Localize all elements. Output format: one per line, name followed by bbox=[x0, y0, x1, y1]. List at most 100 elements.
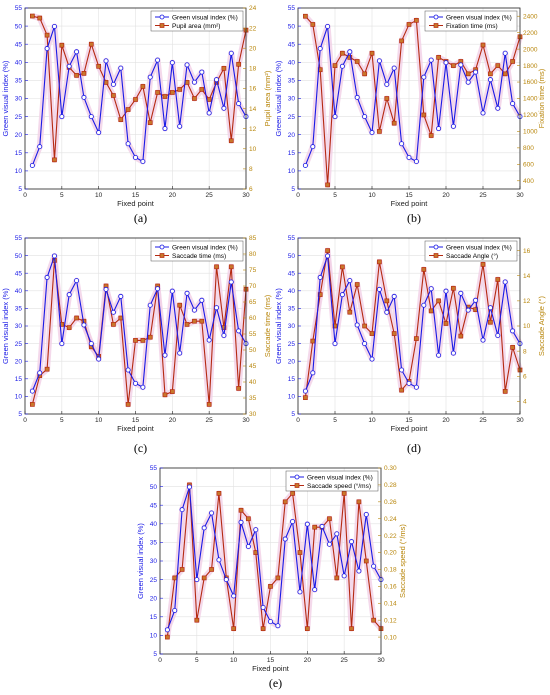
x-tick-label: 20 bbox=[304, 657, 312, 664]
y-tick-label-right: 14 bbox=[523, 273, 531, 280]
data-point-right bbox=[428, 308, 434, 314]
panel-label: (c) bbox=[134, 441, 147, 455]
legend-label-right: Fixation time (ms) bbox=[446, 23, 498, 30]
data-point-left bbox=[125, 141, 131, 147]
y-tick-label-right: 0.12 bbox=[384, 617, 397, 624]
data-point-right bbox=[125, 402, 131, 407]
data-point-left bbox=[354, 322, 360, 328]
y-tick-label-right: 22 bbox=[249, 25, 257, 32]
data-point-right bbox=[510, 59, 515, 64]
data-point-left bbox=[29, 162, 35, 168]
legend-marker-left bbox=[159, 244, 165, 250]
y-tick-label-right: 8 bbox=[249, 166, 253, 173]
legend: Green visual index (%) Pupil area (mm²) bbox=[150, 10, 244, 32]
data-point-right bbox=[155, 90, 160, 95]
data-point-right bbox=[96, 63, 102, 69]
x-tick-label: 5 bbox=[60, 192, 64, 199]
data-point-left bbox=[356, 568, 362, 574]
y-tick-label-right: 24 bbox=[249, 5, 257, 12]
y-tick-label-right: 1600 bbox=[523, 79, 538, 86]
data-point-right bbox=[103, 80, 109, 85]
data-point-right bbox=[133, 338, 138, 343]
data-point-left bbox=[317, 274, 323, 280]
series-line-left bbox=[31, 26, 247, 166]
legend: Green visual index (%) Fixation time (ms) bbox=[424, 10, 518, 32]
chart-panel-1: 0 5 10 15 20 25 305101520253035404550556810121… bbox=[1, 5, 272, 225]
y-tick-label-right: 35 bbox=[249, 395, 257, 402]
data-point-left bbox=[391, 65, 397, 71]
data-point-right bbox=[169, 389, 175, 394]
data-point-right bbox=[30, 13, 35, 19]
y-tick-label-right: 85 bbox=[249, 235, 257, 242]
series-line-right bbox=[304, 250, 521, 398]
data-point-right bbox=[236, 386, 241, 391]
x-axis-label: Fixed point bbox=[391, 199, 429, 208]
data-point-left bbox=[302, 162, 308, 168]
y-tick-label-right: 14 bbox=[249, 106, 257, 113]
data-point-left bbox=[140, 158, 146, 164]
data-point-left bbox=[44, 46, 50, 52]
y-tick-label-right: 0.26 bbox=[384, 499, 397, 506]
data-point-left bbox=[231, 593, 237, 599]
y-axis-label-left: Green visual index (%) bbox=[136, 523, 145, 599]
data-point-right bbox=[377, 259, 382, 265]
data-point-left bbox=[177, 123, 183, 129]
data-point-left bbox=[37, 144, 43, 150]
y-tick-label-right: 1000 bbox=[523, 129, 538, 136]
data-point-left bbox=[103, 58, 109, 64]
data-point-right bbox=[354, 282, 360, 287]
data-point-left bbox=[147, 302, 153, 308]
data-point-right bbox=[199, 318, 205, 324]
x-tick-label: 20 bbox=[442, 417, 450, 424]
y-tick-label-right: 800 bbox=[523, 145, 534, 152]
data-point-right bbox=[209, 567, 214, 572]
data-point-right bbox=[340, 264, 345, 270]
data-point-left bbox=[480, 110, 486, 116]
data-point-right bbox=[228, 138, 234, 144]
data-point-right bbox=[341, 491, 347, 496]
y-tick-label-right: 16 bbox=[249, 86, 257, 93]
data-point-right bbox=[172, 575, 178, 581]
data-point-right bbox=[495, 63, 501, 68]
data-point-left bbox=[369, 356, 375, 362]
data-point-left bbox=[88, 341, 94, 347]
data-point-left bbox=[260, 605, 266, 611]
data-point-right bbox=[347, 309, 353, 315]
data-point-left bbox=[236, 101, 242, 107]
data-point-right bbox=[303, 395, 308, 401]
data-point-right bbox=[363, 558, 369, 564]
chart-panel-4: 0 5 10 15 20 25 305101520253035404550554681012… bbox=[274, 235, 546, 455]
data-point-right bbox=[356, 499, 362, 505]
data-point-left bbox=[184, 62, 190, 68]
legend-label-left: Green visual index (%) bbox=[172, 14, 238, 21]
y-tick-label-left: 30 bbox=[150, 558, 158, 565]
panel-label: (b) bbox=[407, 211, 421, 225]
y-tick-label-left: 50 bbox=[150, 484, 158, 491]
legend-label-right: Saccade Angle (°) bbox=[446, 252, 498, 260]
data-point-right bbox=[414, 336, 419, 341]
data-point-right bbox=[421, 112, 427, 118]
legend-label-right: Saccade time (ms) bbox=[172, 253, 226, 260]
data-point-right bbox=[312, 524, 318, 530]
series-line-left bbox=[304, 26, 521, 166]
legend: Green visual index (%) Saccade time (ms) bbox=[150, 240, 244, 262]
x-axis-label: Fixed point bbox=[391, 424, 429, 433]
data-point-right bbox=[260, 626, 266, 631]
data-point-left bbox=[332, 341, 338, 347]
data-point-left bbox=[132, 155, 138, 161]
data-point-right bbox=[502, 389, 508, 394]
y-tick-label-right: 65 bbox=[249, 299, 257, 306]
data-point-left bbox=[473, 69, 479, 75]
y-tick-label-right: 50 bbox=[249, 347, 257, 354]
x-tick-label: 15 bbox=[405, 417, 413, 424]
legend-label-left: Green visual index (%) bbox=[446, 244, 512, 251]
data-point-left bbox=[302, 388, 308, 394]
legend-label-left: Green visual index (%) bbox=[172, 244, 238, 251]
y-tick-label-right: 70 bbox=[249, 283, 257, 290]
data-point-right bbox=[88, 41, 94, 47]
panel-label: (e) bbox=[269, 676, 282, 690]
data-point-right bbox=[406, 22, 412, 27]
x-tick-label: 10 bbox=[368, 192, 376, 199]
y-tick-label-left: 50 bbox=[15, 253, 23, 260]
y-tick-label-left: 25 bbox=[15, 114, 23, 121]
